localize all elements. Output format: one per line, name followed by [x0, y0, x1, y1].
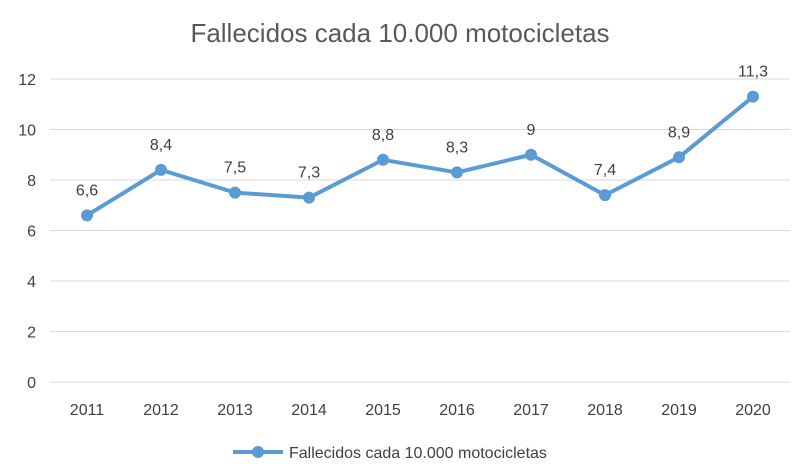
data-point: [599, 189, 611, 202]
data-point: [377, 153, 389, 166]
chart-title: Fallecidos cada 10.000 motocicletas: [190, 18, 609, 48]
x-tick-label: 2018: [587, 402, 623, 419]
data-label: 7,4: [594, 162, 616, 179]
data-label: 7,5: [224, 160, 246, 177]
data-point: [673, 151, 685, 164]
x-tick-label: 2015: [365, 402, 401, 419]
y-axis-ticks: 0 2 4 6 8 10 12: [18, 72, 36, 392]
y-tick-label: 10: [18, 123, 36, 140]
data-point: [303, 191, 315, 204]
x-tick-label: 2014: [291, 402, 327, 419]
x-tick-label: 2012: [143, 402, 179, 419]
data-labels: 6,6 8,4 7,5 7,3 8,8 8,3 9 7,4 8,9 11,3: [76, 64, 768, 200]
data-label: 11,3: [738, 64, 768, 81]
data-point: [155, 163, 167, 176]
data-point: [451, 166, 463, 179]
series-line: [85, 94, 755, 218]
data-point: [747, 90, 759, 103]
x-axis-ticks: 2011 2012 2013 2014 2015 2016 2017 2018 2019 2020: [70, 402, 771, 419]
gridlines: [50, 78, 790, 383]
data-label: 7,3: [298, 165, 320, 182]
y-tick-label: 12: [18, 72, 36, 89]
legend-marker-icon: [252, 446, 264, 458]
x-tick-label: 2013: [217, 402, 253, 419]
y-tick-label: 6: [27, 224, 36, 241]
data-point: [525, 148, 537, 161]
y-tick-label: 2: [27, 325, 36, 342]
data-label: 8,4: [150, 137, 172, 154]
legend: Fallecidos cada 10.000 motocicletas: [233, 445, 547, 462]
data-label: 8,3: [446, 139, 468, 156]
y-tick-label: 8: [27, 173, 36, 190]
series-line-group: [81, 90, 759, 222]
data-label: 8,8: [372, 127, 394, 144]
x-tick-label: 2020: [735, 402, 771, 419]
y-tick-label: 4: [27, 274, 36, 291]
x-tick-label: 2011: [70, 402, 105, 419]
data-label: 8,9: [668, 124, 690, 141]
x-tick-label: 2016: [439, 402, 475, 419]
data-label: 9: [527, 122, 536, 139]
legend-label: Fallecidos cada 10.000 motocicletas: [289, 445, 547, 462]
x-tick-label: 2019: [661, 402, 697, 419]
y-tick-label: 0: [27, 375, 36, 392]
data-point: [81, 209, 93, 222]
data-label: 6,6: [76, 182, 98, 199]
x-tick-label: 2017: [513, 402, 549, 419]
data-point: [229, 186, 241, 199]
